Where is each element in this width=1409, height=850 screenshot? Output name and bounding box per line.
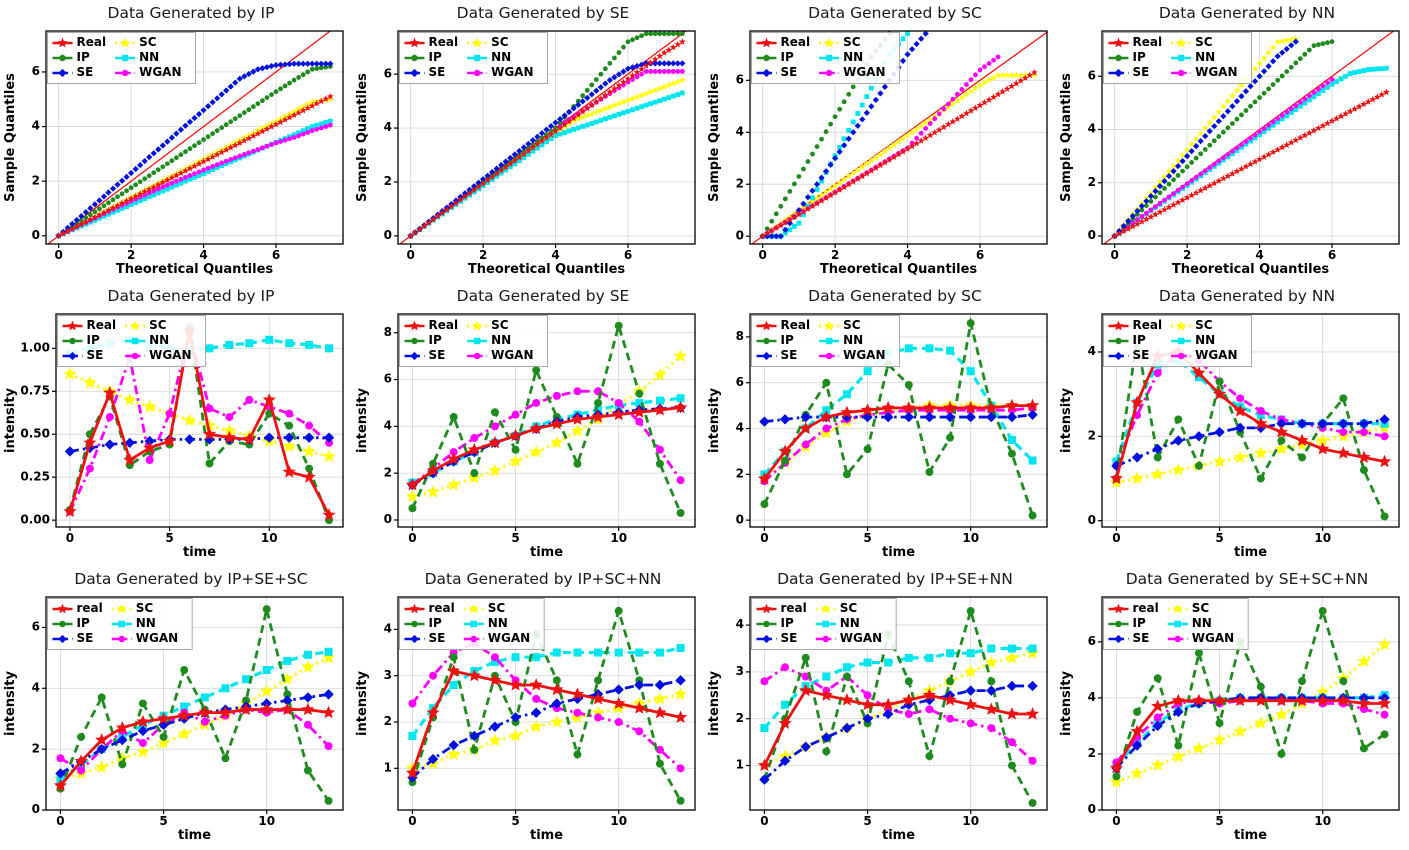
- chart-title: Data Generated by NN: [1158, 4, 1336, 22]
- chart-cell-qq-nn: Data Generated by NN: [1056, 0, 1408, 283]
- timeseries-ip-se-nn-canvas: [706, 590, 1054, 846]
- chart-cell-ts-ip-se-sc: Data Generated by IP+SE+SC: [0, 566, 352, 849]
- chart-title: Data Generated by IP: [107, 287, 275, 305]
- chart-cell-qq-ip: Data Generated by IP: [0, 0, 352, 283]
- chart-cell-ts-ip: Data Generated by IP: [0, 283, 352, 566]
- chart-title: Data Generated by SE: [456, 287, 630, 305]
- qq-plot-sc-canvas: [706, 24, 1054, 280]
- chart-title: Data Generated by IP+SC+NN: [424, 570, 662, 588]
- timeseries-se-sc-nn-canvas: [1058, 590, 1406, 846]
- chart-title: Data Generated by IP: [107, 4, 275, 22]
- timeseries-nn-canvas: [1058, 307, 1406, 563]
- chart-title: Data Generated by IP+SE+NN: [777, 570, 1013, 588]
- chart-cell-ts-ip-sc-nn: Data Generated by IP+SC+NN: [352, 566, 704, 849]
- qq-plot-se-canvas: [354, 24, 702, 280]
- chart-title: Data Generated by SE+SC+NN: [1125, 570, 1369, 588]
- chart-title: Data Generated by IP+SE+SC: [74, 570, 308, 588]
- timeseries-ip-canvas: [2, 307, 350, 563]
- timeseries-sc-canvas: [706, 307, 1054, 563]
- timeseries-se-canvas: [354, 307, 702, 563]
- chart-cell-ts-ip-se-nn: Data Generated by IP+SE+NN: [704, 566, 1056, 849]
- chart-cell-qq-se: Data Generated by SE: [352, 0, 704, 283]
- chart-cell-ts-se-sc-nn: Data Generated by SE+SC+NN: [1056, 566, 1408, 849]
- chart-cell-ts-nn: Data Generated by NN: [1056, 283, 1408, 566]
- timeseries-ip-sc-nn-canvas: [354, 590, 702, 846]
- timeseries-ip-se-sc-canvas: [2, 590, 350, 846]
- qq-plot-nn-canvas: [1058, 24, 1406, 280]
- qq-plot-ip-canvas: [2, 24, 350, 280]
- chart-cell-qq-sc: Data Generated by SC: [704, 0, 1056, 283]
- chart-title: Data Generated by SE: [456, 4, 630, 22]
- chart-cell-ts-sc: Data Generated by SC: [704, 283, 1056, 566]
- chart-cell-ts-se: Data Generated by SE: [352, 283, 704, 566]
- chart-title: Data Generated by NN: [1158, 287, 1336, 305]
- chart-title: Data Generated by SC: [808, 4, 982, 22]
- chart-title: Data Generated by SC: [808, 287, 982, 305]
